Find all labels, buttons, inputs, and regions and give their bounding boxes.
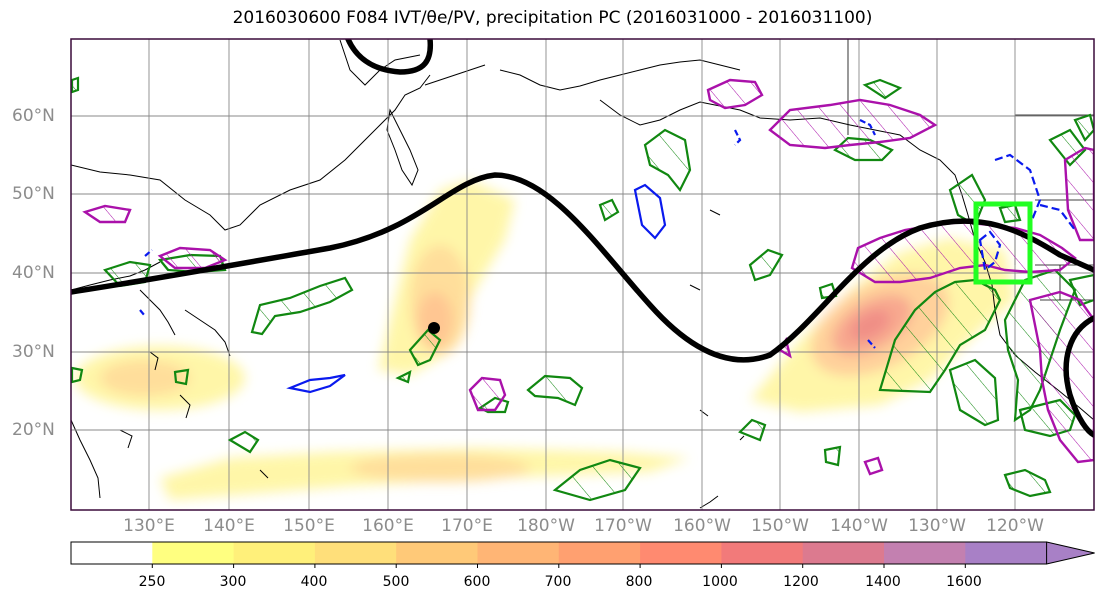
lon-label-170e: 170°E: [441, 516, 493, 536]
lon-label-130w: 130°W: [908, 516, 966, 536]
colorbar-tick-700: 700: [544, 574, 572, 590]
colorbar-segment: [396, 542, 478, 564]
lon-label-130e: 130°E: [123, 516, 175, 536]
colorbar-tick-800: 800: [625, 574, 653, 590]
lon-label-120w: 120°W: [986, 516, 1044, 536]
lat-label-20: 20°N: [12, 420, 55, 440]
plot-frame: [70, 38, 1095, 511]
colorbar-segment: [152, 542, 235, 564]
lon-label-180w: 180°W: [517, 516, 575, 536]
region-box: [973, 201, 1033, 285]
map-title: 2016030600 F084 IVT/θe/PV, precipitation…: [0, 8, 1105, 28]
lat-label-60: 60°N: [12, 106, 55, 126]
colorbar: [70, 541, 1095, 568]
colorbar-tick-1400: 1400: [865, 574, 901, 590]
lon-label-170w: 170°W: [594, 516, 652, 536]
colorbar-segment: [477, 542, 560, 564]
theta-e-feature-dot: [428, 322, 440, 334]
colorbar-tick-500: 500: [382, 574, 410, 590]
lat-label-40: 40°N: [12, 263, 55, 283]
colorbar-tick-1000: 1000: [702, 574, 738, 590]
lon-label-160e: 160°E: [362, 516, 414, 536]
lon-label-150e: 150°E: [283, 516, 335, 536]
colorbar-tick-300: 300: [219, 574, 247, 590]
colorbar-tick-1200: 1200: [783, 574, 819, 590]
colorbar-tick-1600: 1600: [946, 574, 982, 590]
colorbar-tick-400: 400: [300, 574, 328, 590]
colorbar-segment: [802, 542, 885, 564]
lon-label-150w: 150°W: [751, 516, 809, 536]
colorbar-segment: [71, 542, 153, 564]
colorbar-tick-250: 250: [138, 574, 166, 590]
colorbar-segment: [558, 542, 641, 564]
lat-label-30: 30°N: [12, 342, 55, 362]
colorbar-segment: [965, 542, 1048, 564]
precipitation-pc-contours: [71, 76, 1094, 502]
colorbar-tick-600: 600: [463, 574, 491, 590]
colorbar-extend-arrow: [1046, 541, 1095, 565]
negative-pc-contours: [139, 119, 1076, 394]
colorbar-segment: [314, 542, 397, 564]
lon-label-140w: 140°W: [830, 516, 888, 536]
ivt-shading: [75, 180, 1015, 500]
colorbar-segment: [721, 542, 804, 564]
lon-label-140e: 140°E: [203, 516, 255, 536]
map-title-text: 2016030600 F084 IVT/θe/PV, precipitation…: [232, 8, 873, 28]
colorbar-segment: [884, 542, 966, 564]
lon-label-160w: 160°W: [673, 516, 731, 536]
colorbar-segment: [640, 542, 722, 564]
theta-e-contours: [71, 39, 1094, 438]
colorbar-segment: [233, 542, 316, 564]
lat-label-50: 50°N: [12, 184, 55, 204]
